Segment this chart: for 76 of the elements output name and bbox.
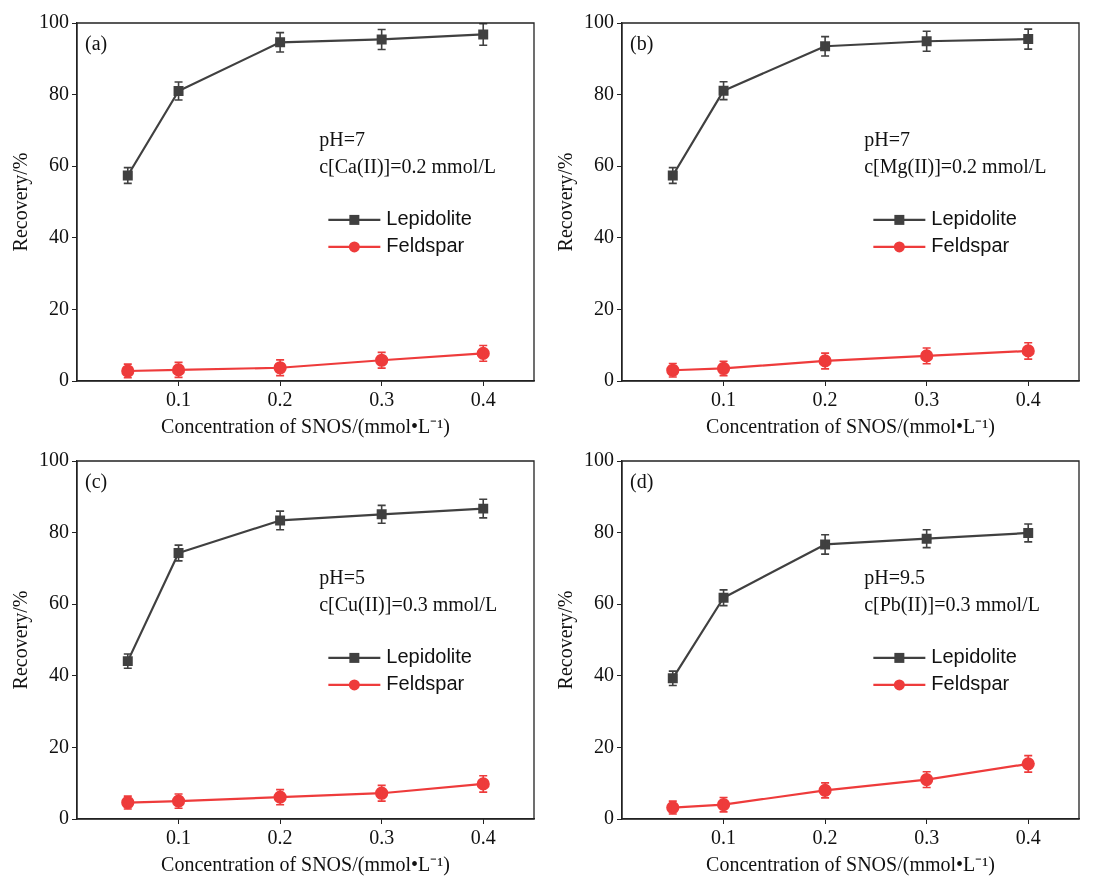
y-tick-label: 40	[49, 663, 69, 686]
x-tick-label: 0.2	[812, 826, 838, 849]
legend-label: Lepidolite	[931, 207, 1017, 230]
y-axis-title: Recovery/%	[554, 590, 578, 690]
point	[376, 509, 387, 520]
annotation: c[Cu(II)]=0.3 mmol/L	[319, 593, 498, 617]
y-tick-label: 40	[594, 225, 614, 248]
point	[376, 34, 387, 45]
y-tick-label: 80	[49, 519, 69, 542]
point	[173, 548, 184, 558]
annotation: pH=9.5	[864, 566, 925, 590]
x-tick-label: 0.3	[369, 388, 395, 411]
y-axis-title: Recovery/%	[9, 152, 33, 252]
x-tick-label: 0.4	[1015, 826, 1041, 849]
y-tick-label: 40	[49, 225, 69, 248]
annotation: pH=7	[864, 128, 910, 152]
y-tick-label: 40	[594, 663, 614, 686]
x-tick-label: 0.1	[166, 388, 192, 411]
x-tick-label: 0.2	[267, 388, 293, 411]
legend-label: Lepidolite	[931, 645, 1017, 668]
legend-label: Lepidolite	[386, 207, 472, 230]
x-axis-title: Concentration of SNOS/(mmol•L⁻¹)	[161, 853, 450, 877]
legend-label: Feldspar	[931, 234, 1010, 257]
annotation: (b)	[630, 32, 654, 56]
x-tick-label: 0.1	[711, 388, 737, 411]
y-tick-label: 80	[594, 519, 614, 542]
y-tick-label: 0	[59, 368, 69, 391]
y-tick-label: 20	[49, 296, 69, 319]
y-tick-label: 20	[594, 734, 614, 757]
y-tick-label: 80	[594, 81, 614, 104]
y-tick-label: 100	[39, 10, 69, 33]
x-tick-label: 0.2	[267, 826, 293, 849]
x-axis-title: Concentration of SNOS/(mmol•L⁻¹)	[706, 415, 995, 439]
y-tick-label: 20	[594, 296, 614, 319]
y-tick-label: 0	[59, 806, 69, 829]
y-tick-label: 60	[49, 591, 69, 614]
point	[718, 592, 729, 603]
legend-label: Feldspar	[386, 672, 465, 695]
y-tick-label: 20	[49, 734, 69, 757]
annotation: c[Ca(II)]=0.2 mmol/L	[319, 155, 496, 179]
annotation: (d)	[630, 470, 654, 494]
x-tick-label: 0.4	[1015, 388, 1041, 411]
y-axis-title: Recovery/%	[554, 152, 578, 252]
x-tick-label: 0.3	[914, 826, 940, 849]
legend-label: Feldspar	[931, 672, 1010, 695]
x-tick-label: 0.3	[914, 388, 940, 411]
y-tick-label: 0	[604, 368, 614, 391]
y-tick-label: 60	[594, 153, 614, 176]
point	[921, 36, 932, 47]
x-axis-title: Concentration of SNOS/(mmol•L⁻¹)	[706, 853, 995, 877]
annotation: c[Pb(II)]=0.3 mmol/L	[864, 593, 1040, 617]
point	[718, 85, 729, 96]
x-tick-label: 0.1	[711, 826, 737, 849]
y-tick-label: 0	[604, 806, 614, 829]
annotation: (c)	[85, 470, 108, 494]
point	[173, 86, 184, 97]
y-tick-label: 60	[49, 153, 69, 176]
y-tick-label: 100	[584, 448, 614, 471]
annotation: c[Mg(II)]=0.2 mmol/L	[864, 155, 1047, 179]
y-tick-label: 60	[594, 591, 614, 614]
y-tick-label: 100	[39, 448, 69, 471]
x-tick-label: 0.2	[812, 388, 838, 411]
x-tick-label: 0.3	[369, 826, 395, 849]
point	[921, 533, 932, 544]
x-tick-label: 0.4	[470, 826, 496, 849]
x-tick-label: 0.4	[470, 388, 496, 411]
y-axis-title: Recovery/%	[9, 590, 33, 690]
y-tick-label: 100	[584, 10, 614, 33]
legend-label: Feldspar	[386, 234, 465, 257]
annotation: pH=7	[319, 128, 365, 152]
x-tick-label: 0.1	[166, 826, 192, 849]
annotation: pH=5	[319, 566, 365, 590]
x-axis-title: Concentration of SNOS/(mmol•L⁻¹)	[161, 415, 450, 439]
annotation: (a)	[85, 32, 108, 56]
y-tick-label: 80	[49, 81, 69, 104]
legend-label: Lepidolite	[386, 645, 472, 668]
